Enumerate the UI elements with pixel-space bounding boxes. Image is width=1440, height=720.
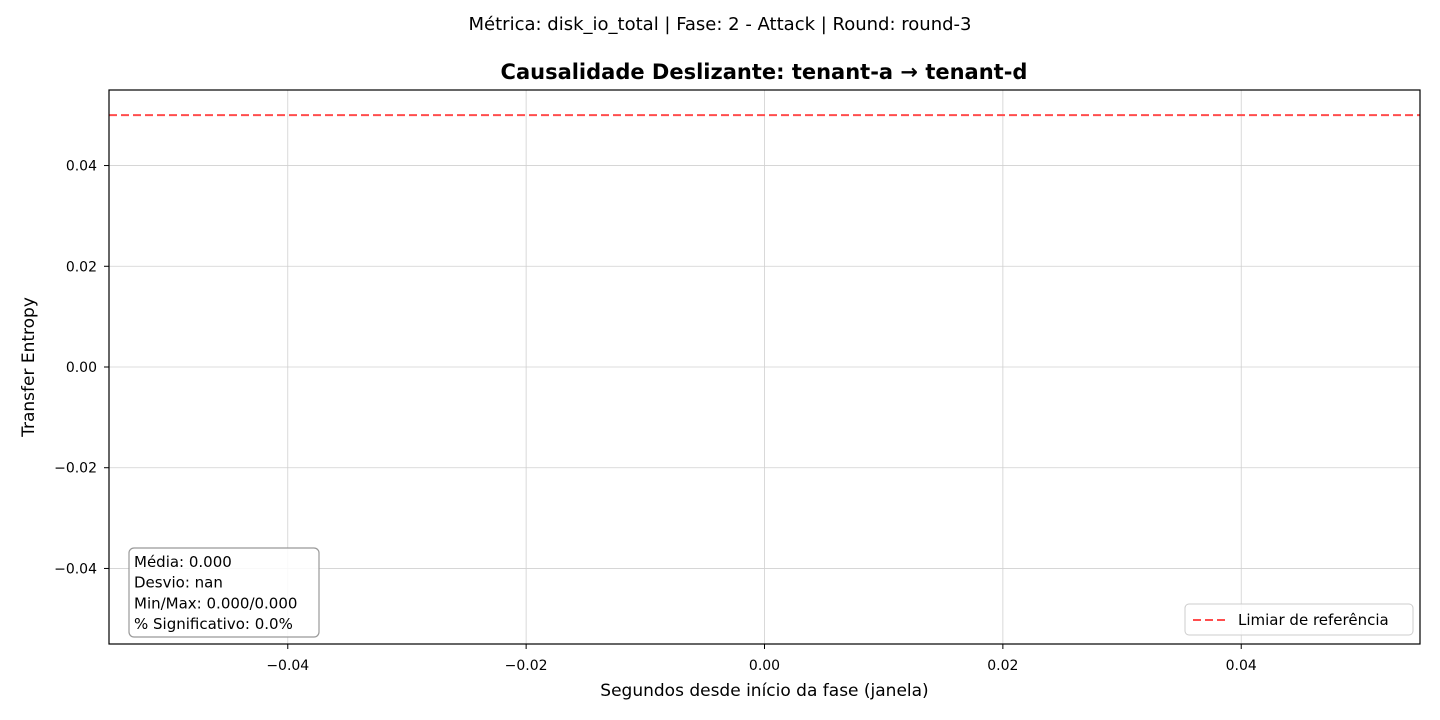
grid [109, 90, 1420, 644]
stats-line: Min/Max: 0.000/0.000 [134, 594, 297, 612]
legend: Limiar de referência [1184, 603, 1414, 636]
x-tick-label: 0.04 [1226, 658, 1257, 674]
x-tick-label: −0.02 [505, 658, 548, 674]
stats-box-frame [128, 547, 320, 638]
x-axis: −0.04 −0.02 0.00 0.02 0.04 [266, 644, 1257, 674]
x-tick-label: 0.00 [749, 658, 780, 674]
figure-suptitle: Métrica: disk_io_total | Fase: 2 - Attac… [469, 14, 972, 35]
y-tick-label: −0.02 [54, 461, 97, 477]
stats-line: % Significativo: 0.0% [134, 615, 293, 633]
chart-title: Causalidade Deslizante: tenant-a → tenan… [501, 60, 1028, 84]
y-tick-label: 0.04 [66, 159, 97, 175]
y-tick-label: −0.04 [54, 561, 97, 577]
y-axis: 0.04 0.02 0.00 −0.02 −0.04 [54, 159, 109, 577]
y-tick-label: 0.02 [66, 259, 97, 275]
stats-line: Desvio: nan [134, 574, 223, 592]
legend-frame [1184, 603, 1414, 636]
x-axis-label: Segundos desde início da fase (janela) [600, 681, 928, 701]
x-tick-label: 0.02 [987, 658, 1018, 674]
y-axis-label: Transfer Entropy [19, 297, 39, 438]
x-tick-label: −0.04 [266, 658, 309, 674]
legend-label: Limiar de referência [1238, 611, 1389, 629]
stats-line: Média: 0.000 [134, 553, 232, 571]
stats-box: Média: 0.000 Desvio: nan Min/Max: 0.000/0.… [128, 547, 320, 638]
y-tick-label: 0.00 [66, 360, 97, 376]
